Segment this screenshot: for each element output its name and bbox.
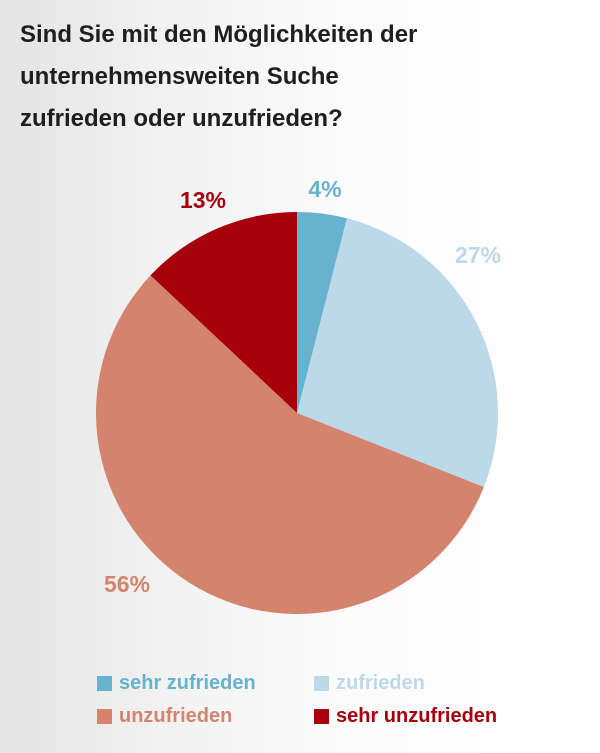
legend-label-sehr-zufrieden: sehr zufrieden <box>119 672 256 694</box>
chart-title-line-3: zufrieden oder unzufrieden? <box>20 105 343 132</box>
legend-item-unzufrieden: unzufrieden <box>97 705 232 728</box>
slice-label-unzufrieden: 56% <box>104 571 150 597</box>
pie-slice-unzufrieden <box>96 275 484 615</box>
legend-label-sehr-unzufrieden: sehr unzufrieden <box>336 705 498 727</box>
legend-label-zufrieden: zufrieden <box>336 672 425 694</box>
legend-swatch-unzufrieden <box>97 709 112 724</box>
chart-title-line-2: unternehmensweiten Suche <box>20 63 339 90</box>
legend-item-sehr-zufrieden: sehr zufrieden <box>97 672 256 695</box>
chart-title: Sind Sie mit den Möglichkeiten der unter… <box>20 14 580 140</box>
pie-chart: 4% 27% 56% 13% <box>96 176 501 615</box>
slice-label-sehr-zufrieden: 4% <box>308 176 341 202</box>
pie-slice-sehr-unzufrieden <box>150 212 297 413</box>
pie-slice-sehr-zufrieden <box>297 211 347 413</box>
pie-slice-zufrieden <box>297 218 499 487</box>
legend-swatch-sehr-unzufrieden <box>314 709 329 724</box>
legend-item-sehr-unzufrieden: sehr unzufrieden <box>314 705 497 728</box>
slice-label-zufrieden: 27% <box>455 242 501 268</box>
legend-label-unzufrieden: unzufrieden <box>119 705 233 727</box>
chart-title-line-1: Sind Sie mit den Möglichkeiten der <box>20 21 418 48</box>
slice-label-sehr-unzufrieden: 13% <box>180 187 226 213</box>
legend-item-zufrieden: zufrieden <box>314 672 425 695</box>
legend-swatch-zufrieden <box>314 676 329 691</box>
legend-swatch-sehr-zufrieden <box>97 676 112 691</box>
